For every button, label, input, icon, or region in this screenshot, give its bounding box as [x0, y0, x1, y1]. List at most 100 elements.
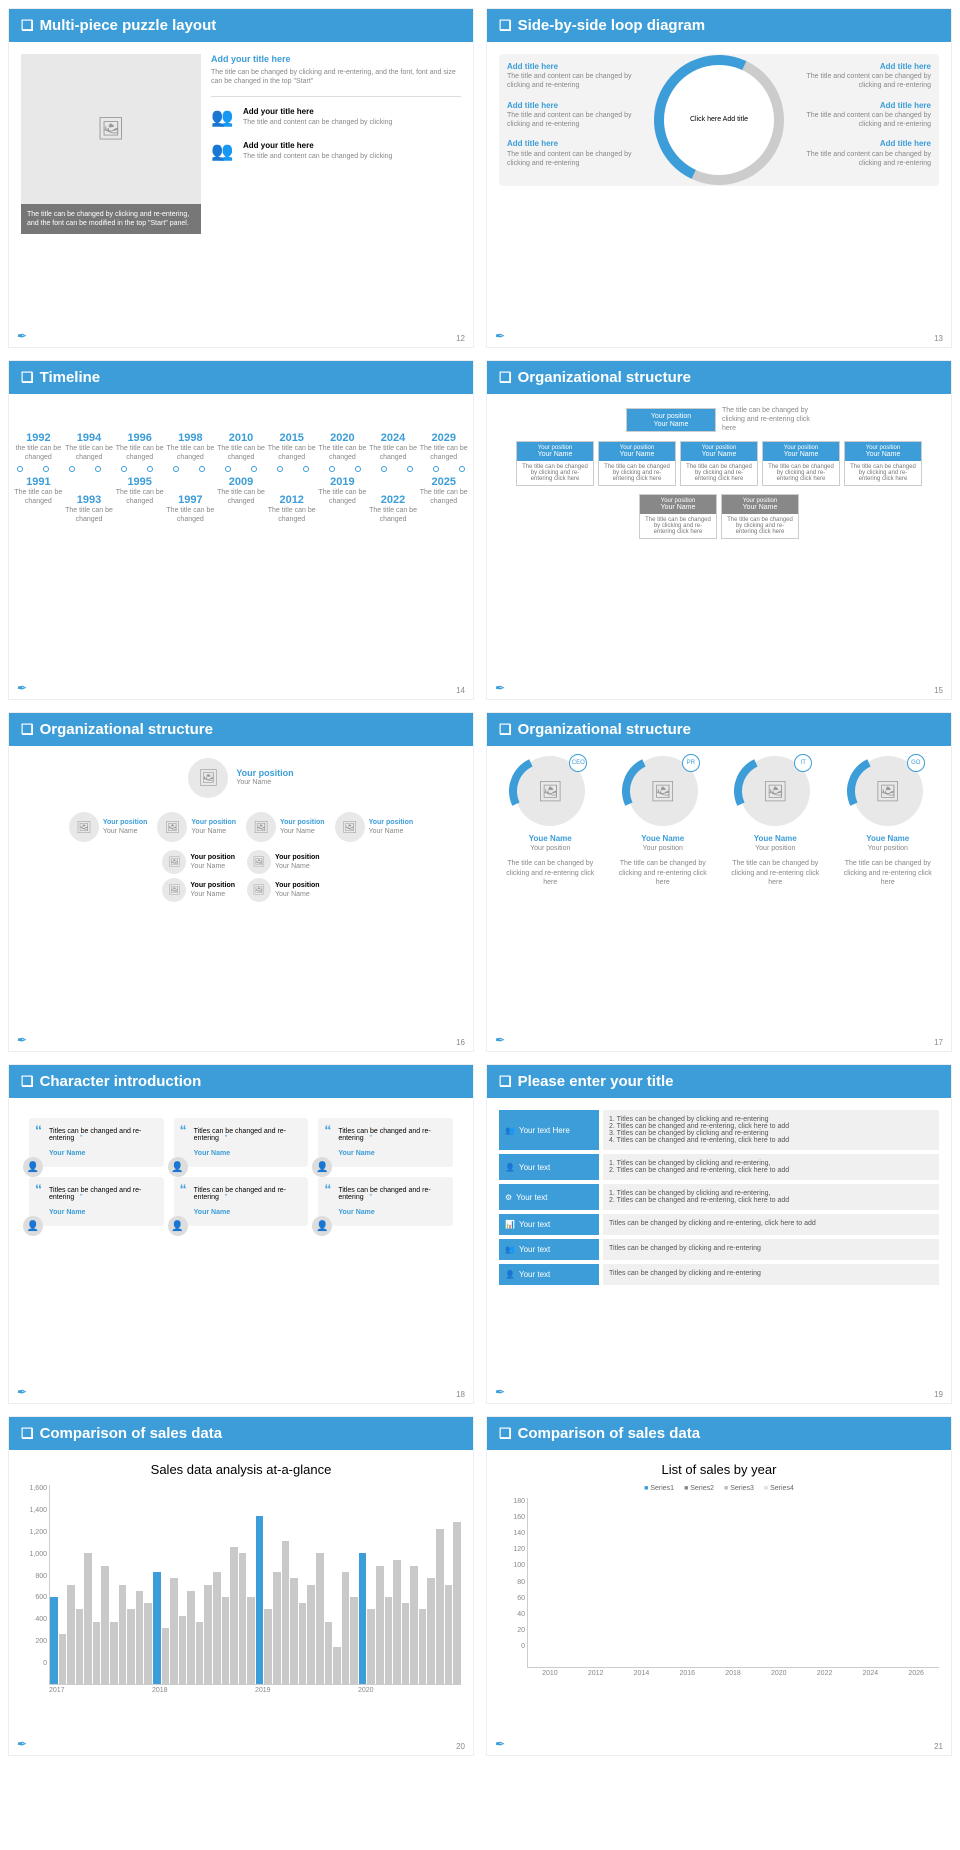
- row-icon: ⚙: [505, 1193, 512, 1202]
- x-tick: 2017: [49, 1687, 152, 1694]
- page-number: 18: [456, 1390, 465, 1399]
- timeline-dot: [95, 466, 101, 472]
- row-icon: 👥: [505, 1245, 515, 1254]
- timeline-item: 1995The title can be changed: [114, 476, 165, 524]
- y-tick: 200: [21, 1638, 47, 1645]
- timeline-dot: [17, 466, 23, 472]
- org-node: 🖼Your positionYour Name: [246, 812, 325, 842]
- y-tick: 0: [21, 1660, 47, 1667]
- timeline-text: The title can be changed: [317, 488, 368, 506]
- slide-16: Organizational structure 🖼 Your position…: [8, 712, 474, 1052]
- quote-text: Titles can be changed and re-entering ”: [184, 1128, 299, 1142]
- quote-author: Your Name: [328, 1209, 443, 1216]
- timeline-item: 2015The title can be changed: [266, 432, 317, 462]
- org-position: Your position: [236, 768, 293, 778]
- slide-13: Side-by-side loop diagram Add title here…: [486, 8, 952, 348]
- timeline-text: The title can be changed: [165, 506, 216, 524]
- chart-bar: [179, 1616, 187, 1684]
- chart-bar: [256, 1516, 264, 1684]
- timeline-text: The title can be changed: [114, 444, 165, 462]
- quote-card: “Titles can be changed and re-entering ”…: [174, 1177, 309, 1226]
- profile-name: Youe Name: [838, 834, 938, 844]
- timeline-text: The title can be changed: [266, 444, 317, 462]
- org-node: Your positionYour NameThe title can be c…: [844, 441, 922, 486]
- item-desc: The title and content can be changed by …: [790, 150, 931, 168]
- timeline-dot: [407, 466, 413, 472]
- quote-text: Titles can be changed and re-entering ”: [328, 1187, 443, 1201]
- chart-bar: [84, 1553, 92, 1684]
- slide-title: Multi-piece puzzle layout: [9, 9, 473, 42]
- list-row: 👥 Your text Here1. Titles can be changed…: [499, 1110, 939, 1150]
- chart-bar: [239, 1553, 247, 1684]
- y-tick: 80: [499, 1579, 525, 1586]
- chart-bar: [307, 1585, 315, 1685]
- chart-bar: [170, 1578, 178, 1684]
- page-number: 16: [456, 1038, 465, 1047]
- timeline-dot: [329, 466, 335, 472]
- timeline-year: 1991: [13, 476, 64, 488]
- timeline-dot: [121, 466, 127, 472]
- item-desc: The title and content can be changed by …: [507, 72, 648, 90]
- timeline-dot: [69, 466, 75, 472]
- timeline-item: 1994The title can be changed: [64, 432, 115, 462]
- main-desc: The title can be changed by clicking and…: [211, 68, 461, 86]
- timeline-year: 2019: [317, 476, 368, 488]
- chart-bar: [290, 1578, 298, 1684]
- image-caption: The title can be changed by clicking and…: [21, 204, 201, 234]
- timeline-dot: [147, 466, 153, 472]
- avatar-icon: 🖼: [157, 812, 187, 842]
- timeline-dot: [173, 466, 179, 472]
- chart-title: Sales data analysis at-a-glance: [21, 1462, 461, 1477]
- list-label: ⚙ Your text: [499, 1184, 599, 1210]
- timeline-year: 1995: [114, 476, 165, 488]
- timeline-item: 1998The title can be changed: [165, 432, 216, 462]
- role-badge: PR: [682, 754, 700, 772]
- chart-bar: [282, 1541, 290, 1684]
- timeline-dot: [355, 466, 361, 472]
- chart-bar: [445, 1585, 453, 1685]
- profile-name: Youe Name: [613, 834, 713, 844]
- row-icon: 👤: [505, 1270, 515, 1279]
- slide-20: Comparison of sales data Sales data anal…: [8, 1416, 474, 1756]
- slide-title: Organizational structure: [487, 361, 951, 394]
- list-content: Titles can be changed by clicking and re…: [603, 1239, 939, 1260]
- timeline-text: The title can be changed: [13, 488, 64, 506]
- slide-title: Side-by-side loop diagram: [487, 9, 951, 42]
- item-desc: The title and content can be changed by …: [507, 150, 648, 168]
- y-tick: 160: [499, 1514, 525, 1521]
- avatar-icon: 🖼: [162, 850, 186, 874]
- quote-icon: “: [324, 1181, 331, 1197]
- row-icon: 📊: [505, 1220, 515, 1229]
- item-title: Add title here: [507, 62, 648, 72]
- list-row: 👤 Your text1. Titles can be changed by c…: [499, 1154, 939, 1180]
- profile-position: Your position: [500, 844, 600, 853]
- timeline-item: 2022The title can be changed: [368, 494, 419, 524]
- chart-bar: [101, 1566, 109, 1684]
- chart-bar: [230, 1547, 238, 1684]
- page-number: 19: [934, 1390, 943, 1399]
- profile-position: Your position: [613, 844, 713, 853]
- timeline-year: 2010: [216, 432, 267, 444]
- timeline-item: 2029The title can be changed: [418, 432, 469, 462]
- timeline-year: 1994: [64, 432, 115, 444]
- item-title: Add title here: [507, 101, 648, 111]
- chart-bar: [127, 1609, 135, 1684]
- quote-text: Titles can be changed and re-entering ”: [39, 1128, 154, 1142]
- avatar-icon: 🖼: [69, 812, 99, 842]
- item-desc: The title and content can be changed by …: [507, 111, 648, 129]
- feather-icon: ✒: [17, 681, 27, 695]
- chart-bar: [436, 1529, 444, 1684]
- slide-17: Organizational structure 🖼CEOYoue NameYo…: [486, 712, 952, 1052]
- profile-name: Youe Name: [725, 834, 825, 844]
- page-number: 13: [934, 334, 943, 343]
- timeline-text: The title can be changed: [165, 444, 216, 462]
- quote-author: Your Name: [39, 1150, 154, 1157]
- chart-bar: [410, 1566, 418, 1684]
- x-tick: 2010: [527, 1670, 573, 1677]
- list-content: 1. Titles can be changed by clicking and…: [603, 1154, 939, 1180]
- timeline-year: 2024: [368, 432, 419, 444]
- chart-bar: [333, 1647, 341, 1684]
- timeline-dot: [251, 466, 257, 472]
- timeline-text: The title can be changed: [114, 488, 165, 506]
- timeline-text: The title can be changed: [64, 506, 115, 524]
